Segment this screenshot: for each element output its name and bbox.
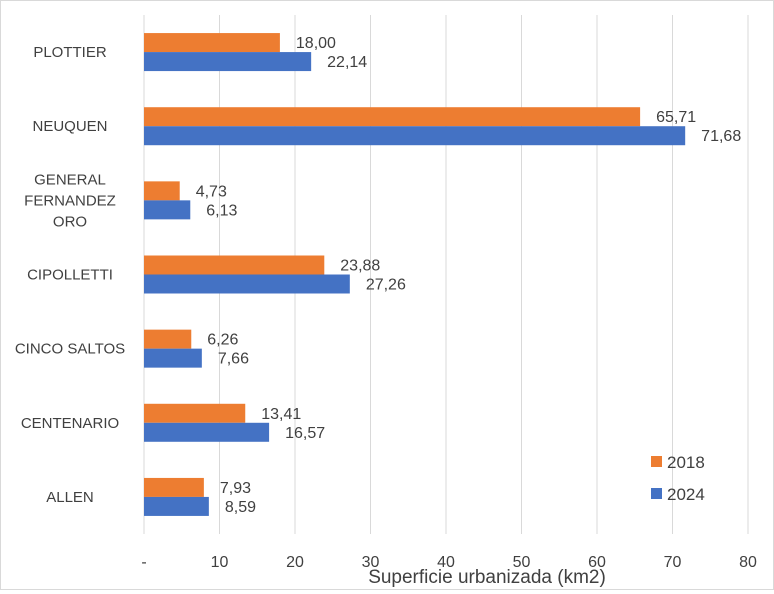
x-tick-label: 30 <box>362 554 380 571</box>
x-tick-label: 50 <box>513 554 531 571</box>
x-tick-label: 80 <box>739 554 757 571</box>
data-label: 18,00 <box>296 35 336 52</box>
bar-2024 <box>144 126 686 146</box>
data-label: 6,26 <box>207 332 238 349</box>
data-label: 16,57 <box>285 425 325 442</box>
data-label: 27,26 <box>366 277 406 294</box>
category-label: PLOTTIER <box>33 44 107 61</box>
bar-2018 <box>144 477 204 497</box>
data-labels: 18,00 22,14 65,71 71,68 4,73 6,13 23,88 27,26 6,… <box>196 35 742 516</box>
category-label: CIPOLLETTI <box>27 267 113 284</box>
bar-2024 <box>144 200 191 220</box>
legend-label: 2018 <box>667 453 705 472</box>
bar-2018 <box>144 181 180 201</box>
data-label: 65,71 <box>656 109 696 126</box>
data-label: 6,13 <box>206 202 237 219</box>
x-tick-label: 60 <box>588 554 606 571</box>
category-label: CENTENARIO <box>21 415 119 432</box>
x-tick-label: 20 <box>286 554 304 571</box>
category-axis-labels: PLOTTIER NEUQUEN GENERAL FERNANDEZ ORO CIPOLL… <box>15 44 125 506</box>
x-tick-label: 70 <box>664 554 682 571</box>
bar-2024 <box>144 348 202 368</box>
bar-2024 <box>144 496 209 516</box>
value-axis-ticks: - 10 20 30 40 50 60 70 80 <box>141 554 757 571</box>
bar-2024 <box>144 52 312 72</box>
bar-2018 <box>144 255 325 275</box>
x-axis-title: Superficie urbanizada (km2) <box>368 567 606 588</box>
data-label: 7,93 <box>220 480 251 497</box>
category-label: GENERAL FERNANDEZ ORO <box>24 171 116 230</box>
data-label: 7,66 <box>218 351 249 368</box>
category-label: CINCO SALTOS <box>15 341 125 358</box>
data-label: 71,68 <box>701 128 741 145</box>
x-tick-label: - <box>141 554 146 571</box>
gridlines <box>143 15 749 534</box>
legend: 2018 2024 <box>651 453 705 504</box>
legend-label: 2024 <box>667 485 705 504</box>
data-label: 23,88 <box>340 258 380 275</box>
x-tick-label: 40 <box>437 554 455 571</box>
legend-swatch-2024 <box>651 488 662 499</box>
bar-2018 <box>144 329 192 349</box>
bar-2024 <box>144 274 350 294</box>
bars <box>144 33 686 516</box>
data-label: 22,14 <box>327 54 367 71</box>
data-label: 8,59 <box>225 499 256 516</box>
bar-2018 <box>144 403 246 423</box>
category-label: NEUQUEN <box>32 118 107 135</box>
bar-2024 <box>144 422 270 442</box>
data-label: 4,73 <box>196 183 227 200</box>
x-tick-label: 10 <box>211 554 229 571</box>
data-label: 13,41 <box>261 406 301 423</box>
legend-swatch-2018 <box>651 456 662 467</box>
category-label: ALLEN <box>46 489 94 506</box>
bar-2018 <box>144 33 280 53</box>
bar-2018 <box>144 107 641 127</box>
